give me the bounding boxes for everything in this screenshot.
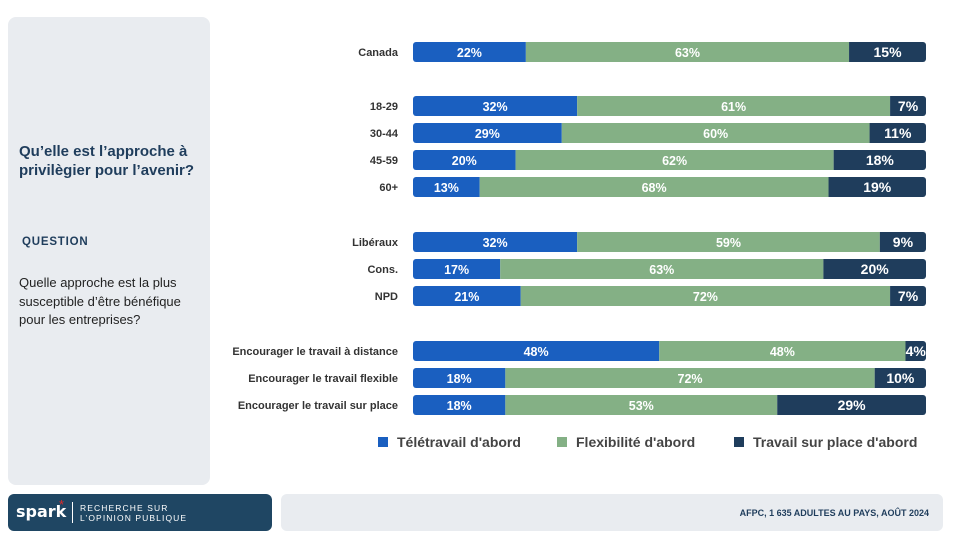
category-label: Encourager le travail flexible [248,373,398,385]
data-label: 10% [886,370,915,386]
data-label: 22% [457,46,482,60]
bar-segment [413,395,506,415]
category-label: Encourager le travail sur place [238,400,398,412]
bar-segment [890,96,926,116]
data-label: 32% [483,236,508,250]
data-label: 21% [454,290,479,304]
bar-segment [561,123,870,143]
bar-segment [515,150,834,170]
data-label: 60% [703,127,728,141]
bar-segment [874,368,926,388]
bar-segment [500,259,824,279]
data-label: 4% [906,343,927,359]
data-label: 48% [524,345,549,359]
spark-logo: spark [16,502,67,521]
bar-segment [505,368,875,388]
data-label: 17% [444,263,469,277]
bar-segment [413,123,562,143]
category-label: 60+ [379,182,398,194]
bar-segment [828,177,926,197]
footer-box: AFPC, 1 635 ADULTES AU PAYS, AOÛT 2024 [281,494,943,531]
stacked-bar-chart: Canada 22% 63% 15% 18-29 32% 61% 7% 30-44 29% 60% 1… [232,42,927,450]
bar-segment [413,341,660,361]
bar-segment [413,96,578,116]
bar-segment [505,395,778,415]
bar-segment [413,177,480,197]
data-label: 13% [434,181,459,195]
category-label: Cons. [367,264,398,276]
data-label: 59% [716,236,741,250]
bar-segment [905,341,926,361]
bar-segment [479,177,829,197]
source-note: AFPC, 1 635 ADULTES AU PAYS, AOÛT 2024 [739,508,929,518]
data-label: 63% [649,263,674,277]
legend-label: Télétravail d'abord [397,434,521,450]
bar-segment [413,259,501,279]
category-label: 18-29 [370,101,398,113]
left-panel [8,17,210,485]
bar-segment [849,42,926,62]
data-label: 29% [475,127,500,141]
bar-segment [890,286,926,306]
legend-label: Travail sur place d'abord [753,434,917,450]
data-label: 7% [898,288,919,304]
data-label: 19% [863,179,892,195]
data-label: 7% [898,98,919,114]
data-label: 53% [629,399,654,413]
question-text: Quelle approche est la plus susceptible … [19,275,181,327]
spark-star-icon: * [59,497,65,512]
data-label: 18% [447,372,472,386]
legend-swatch [378,437,388,447]
data-label: 20% [452,154,477,168]
bar-segment [413,232,578,252]
slide-title: Qu’elle est l’approche à privilègier pou… [19,143,195,179]
legend-label: Flexibilité d'abord [576,434,695,450]
data-label: 62% [662,154,687,168]
category-label: Encourager le travail à distance [232,346,398,358]
data-label: 72% [678,372,703,386]
brand-divider [72,502,73,523]
brand-tagline: RECHERCHE SUR L’OPINION PUBLIQUE [80,503,210,523]
bar-segment [833,150,926,170]
bar-segment [823,259,926,279]
legend-swatch [734,437,744,447]
category-label: Canada [358,47,399,59]
data-label: 20% [861,261,890,277]
bar-segment [525,42,850,62]
data-label: 18% [447,399,472,413]
brand-tagline-line1: RECHERCHE SUR [80,503,169,513]
bar-segment [577,232,880,252]
brand-tagline-line2: L’OPINION PUBLIQUE [80,513,188,523]
bar-segment [869,123,926,143]
category-label: 45-59 [370,155,398,167]
bar-segment [413,42,526,62]
data-label: 61% [721,100,746,114]
question-label: QUESTION [22,236,89,248]
category-label: 30-44 [370,128,399,140]
data-label: 9% [893,234,914,250]
data-label: 63% [675,46,700,60]
data-label: 48% [770,345,795,359]
data-label: 11% [884,125,912,141]
data-label: 32% [483,100,508,114]
bar-segment [413,286,521,306]
bar-segment [777,395,926,415]
bar-segment [577,96,891,116]
bar-segment [879,232,926,252]
bar-segment [413,368,506,388]
data-label: 29% [838,397,867,413]
data-label: 68% [642,181,667,195]
category-label: Libéraux [352,237,399,249]
data-label: 18% [866,152,895,168]
data-label: 72% [693,290,718,304]
category-label: NPD [375,291,398,303]
bar-segment [520,286,891,306]
legend-swatch [557,437,567,447]
data-label: 15% [874,44,903,60]
brand-box: spark * RECHERCHE SUR L’OPINION PUBLIQUE [8,494,272,531]
bar-segment [659,341,906,361]
bar-segment [413,150,516,170]
